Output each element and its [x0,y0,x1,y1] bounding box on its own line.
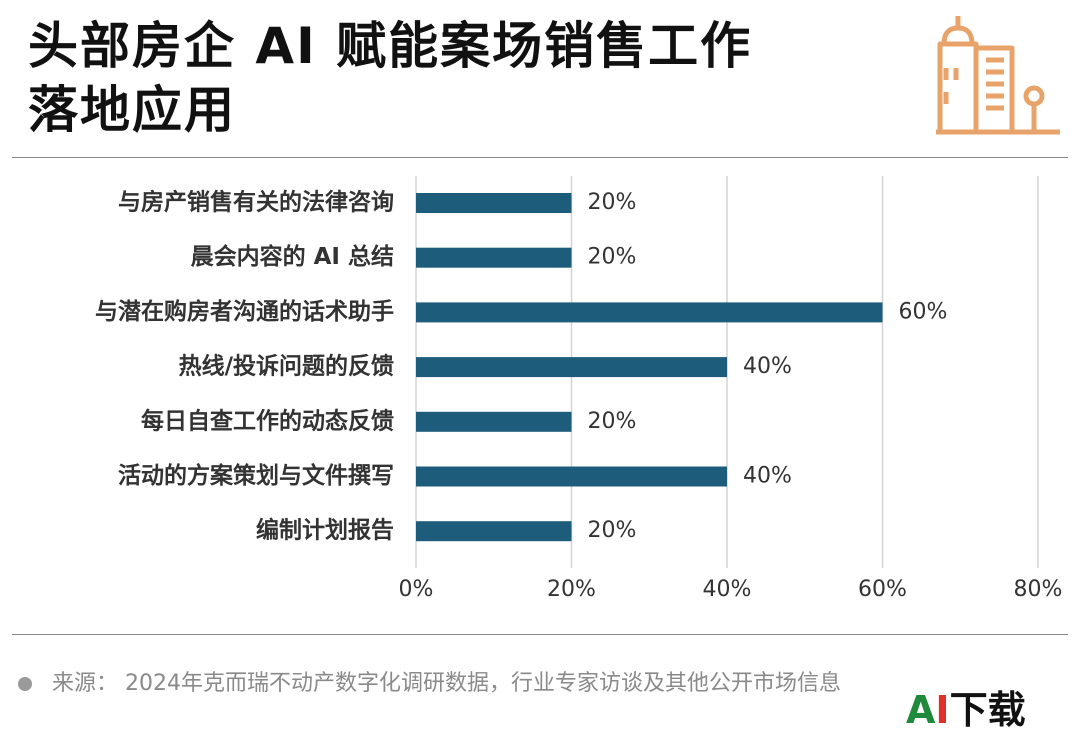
data-label: 40% [743,464,792,489]
ai-download-badge: AI下载 [892,684,1040,736]
bar [416,247,572,268]
x-tick-label: 40% [703,577,752,602]
chart-title: 头部房企 AI 赋能案场销售工作 落地应用 [28,14,908,142]
data-label: 60% [899,299,948,324]
bar [416,193,572,213]
title-line-2: 落地应用 [28,81,236,139]
data-label: 20% [588,518,637,543]
title-line-1: 头部房企 AI 赋能案场销售工作 [28,17,753,75]
bottom-divider [12,634,1068,635]
bar [416,302,883,323]
category-label: 与房产销售有关的法律咨询 [118,189,394,216]
category-label: 编制计划报告 [256,517,394,544]
badge-text: 下载 [949,688,1026,732]
bar [416,411,572,432]
bar [416,357,727,378]
category-label: 活动的方案策划与文件撰写 [118,462,394,489]
source-note: 来源： 2024年克而瑞不动产数字化调研数据，行业专家访谈及其他公开市场信息 [18,664,1078,704]
category-label: 与潜在购房者沟通的话术助手 [95,298,394,325]
source-text: 来源： 2024年克而瑞不动产数字化调研数据，行业专家访谈及其他公开市场信息 [52,671,841,696]
x-tick-label: 20% [547,577,596,602]
x-tick-label: 80% [1014,577,1063,602]
data-label: 40% [743,354,792,379]
bullet-dot [18,677,32,691]
x-tick-label: 0% [399,577,434,602]
badge-letter-a: A [906,688,936,732]
category-label: 热线/投诉问题的反馈 [179,353,394,380]
category-label: 晨会内容的 AI 总结 [191,243,394,270]
data-label: 20% [588,245,637,270]
data-label: 20% [588,409,637,434]
badge-letter-i: I [935,688,950,732]
buildings-icon [936,16,1060,135]
bar-chart: 0% 20% 40% 60% 80% 与房产销售有关的法律咨询 20% 晨会内容的 AI 总结… [95,176,1063,602]
bar [416,466,727,487]
top-divider [12,157,1068,158]
data-label: 20% [588,190,637,215]
category-label: 每日自查工作的动态反馈 [141,407,394,434]
x-tick-label: 60% [858,577,907,602]
bar [416,521,572,542]
